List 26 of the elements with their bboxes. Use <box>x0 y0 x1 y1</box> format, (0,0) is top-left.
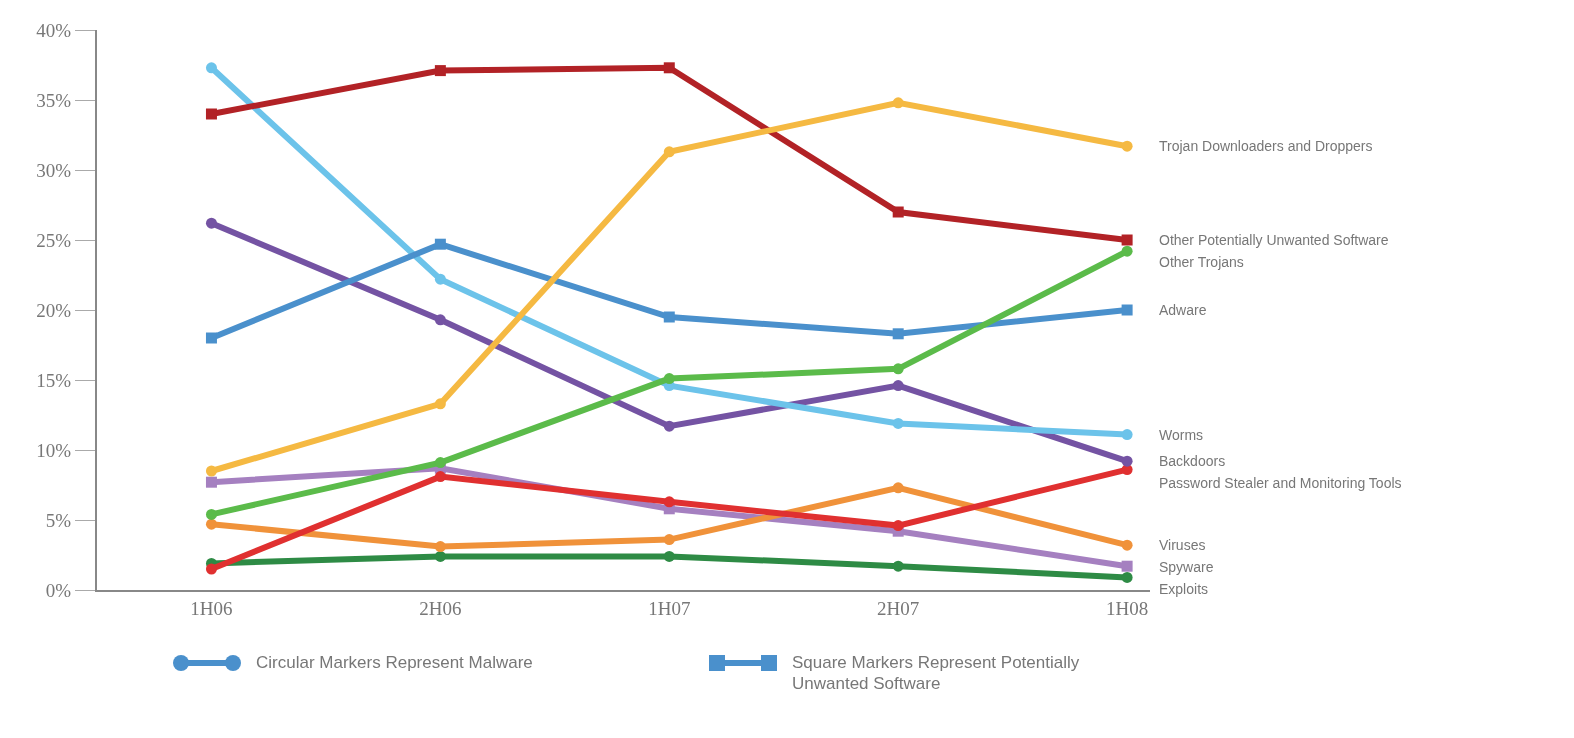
text: Circular Markers Represent Malware <box>256 652 534 673</box>
y-tick-label: 15% <box>36 369 72 391</box>
series-label: Password Stealer and Monitoring Tools <box>1159 475 1402 491</box>
y-tick-label: 20% <box>36 299 72 321</box>
series-label: Spyware <box>1159 559 1214 575</box>
series-label: Viruses <box>1159 537 1206 553</box>
series-label: Backdoors <box>1159 453 1226 469</box>
y-tick-label: 10% <box>36 439 72 461</box>
series-label: Other Potentially Unwanted Software <box>1159 232 1389 248</box>
y-tick-label: 40% <box>36 19 72 41</box>
series-label: Exploits <box>1159 581 1209 597</box>
x-tick-label: 1H06 <box>190 597 233 619</box>
series-label: Other Trojans <box>1159 254 1244 270</box>
series-label: Adware <box>1159 302 1207 318</box>
x-tick-label: 1H08 <box>1105 597 1149 619</box>
y-tick-label: 30% <box>36 159 72 181</box>
x-tick-label: 1H07 <box>648 597 691 619</box>
y-tick-label: 0% <box>45 579 72 601</box>
text: Square Markers Represent Potentially Unwanted Software <box>792 652 1081 694</box>
x-tick-label: 2H06 <box>419 597 462 619</box>
series-label: Trojan Downloaders and Droppers <box>1159 138 1373 154</box>
y-tick-label: 25% <box>36 229 72 251</box>
y-tick-label: 5% <box>45 509 72 531</box>
y-tick-label: 35% <box>36 89 72 111</box>
series-label: Worms <box>1159 427 1204 443</box>
x-tick-label: 2H07 <box>877 597 920 619</box>
